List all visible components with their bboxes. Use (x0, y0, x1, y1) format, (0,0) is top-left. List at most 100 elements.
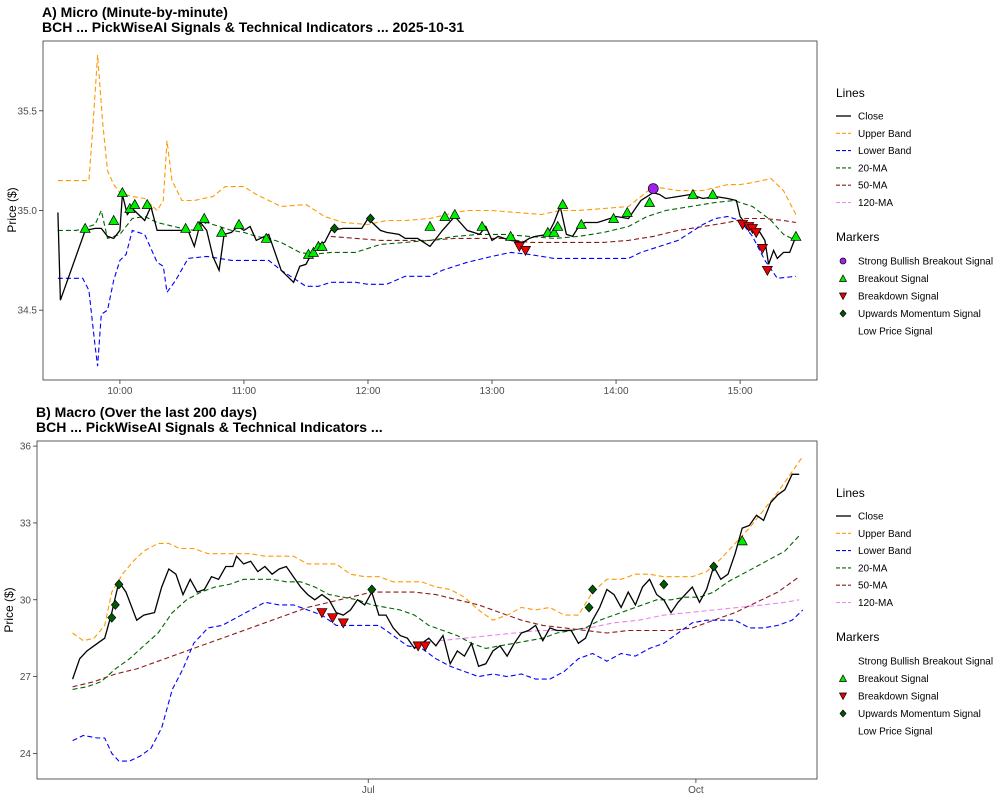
panel-b-legend-label-close: Close (858, 512, 884, 523)
panel-a-series-ma50-line (330, 217, 796, 243)
panel-b-momentum-marker (588, 584, 598, 595)
panel-b-y-tick-label: 30 (20, 595, 32, 606)
panel-a-legend-label-ma120: 120-MA (858, 198, 893, 209)
panel-a-breakout-marker (439, 210, 451, 221)
panel-a-breakout-marker (316, 240, 328, 251)
panel-b-breakdown-marker (419, 641, 431, 652)
panel-b-momentum-marker (110, 599, 120, 610)
panel-b-series-ma50-line (72, 576, 800, 688)
panel-b-series-ma120-line (439, 599, 800, 642)
panel-a-legend-lines-title: Lines (836, 86, 865, 100)
panel-a-momentum-marker (330, 223, 339, 234)
panel-b-momentum-marker (107, 612, 117, 623)
panel-a-breakout-marker (129, 198, 141, 209)
panel-a-x-tick-label: 14:00 (604, 386, 629, 397)
panel-a-breakout-marker (216, 226, 228, 237)
panel-b-breakdown-marker (316, 608, 328, 619)
panel-b-breakout-marker (736, 535, 748, 546)
panel-b-legend-label-ma50: 50-MA (858, 581, 888, 592)
panel-a-micro: A) Micro (Minute-by-minute) BCH ... Pick… (5, 4, 818, 397)
panel-b-legend-label-marker: Breakout Signal (858, 674, 929, 685)
panel-b-plot-area (36, 440, 818, 780)
panel-a-x-tick-label: 11:00 (232, 386, 257, 397)
panel-a-strong-marker (647, 183, 659, 194)
panel-a-series-close-line (57, 191, 797, 301)
panel-a-breakout-marker (116, 186, 128, 197)
panel-b-legend-key-momentum (839, 709, 847, 718)
panel-b-series-upper-line (72, 456, 804, 642)
panel-b-series-ma20-line (72, 535, 800, 690)
panel-a-breakout-marker (643, 196, 656, 207)
panel-a-breakout-marker (548, 226, 560, 237)
panel-b-legend-label-marker: Low Price Signal (858, 727, 932, 738)
panel-b-x-tick-label: Oct (688, 785, 704, 796)
panel-a-breakout-marker (707, 188, 719, 199)
panel-a-breakdown-marker (519, 246, 532, 257)
panel-a-legend-key-momentum (839, 309, 847, 318)
panel-b-legend-label-marker: Upwards Momentum Signal (858, 709, 981, 720)
panel-a-legend-label-ma50: 50-MA (858, 181, 888, 192)
panel-a-x-tick-label: 12:00 (355, 386, 380, 397)
panel-a-legend-label-marker: Strong Bullish Breakout Signal (858, 257, 993, 268)
panel-a-legend-key-breakout (838, 274, 848, 282)
panel-b-y-tick-label: 24 (20, 749, 32, 760)
panel-b-momentum-marker (114, 579, 124, 590)
panel-a-breakout-marker (260, 232, 272, 243)
panel-a-x-tick-label: 10:00 (107, 386, 132, 397)
panel-a-y-axis-label: Price ($) (5, 187, 19, 232)
panel-b-legend-markers-title: Markers (836, 630, 879, 644)
panel-a-breakout-marker (449, 208, 461, 219)
panel-a-y-tick-label: 35.5 (18, 106, 38, 117)
panel-a-legend-label-ma20: 20-MA (858, 163, 888, 174)
panel-a-legend-label-marker: Low Price Signal (858, 327, 932, 338)
panel-a-breakout-marker (307, 246, 319, 257)
panel-a-momentum-marker (365, 213, 375, 224)
panel-b-x-tick-label: Jul (362, 785, 375, 796)
panel-a-y-tick-label: 34.5 (18, 306, 38, 317)
panel-a-breakout-marker (108, 214, 120, 225)
panel-b-momentum-marker (584, 602, 594, 613)
panel-b-axes: Jul Oct 24 27 30 33 36 (20, 442, 704, 796)
panel-a-legend-key-strong (839, 257, 847, 265)
panel-a-y-tick-label: 35.0 (18, 206, 38, 217)
panel-a-breakdown-marker (750, 228, 762, 239)
panel-b-macro: B) Macro (Over the last 200 days) BCH ..… (2, 404, 818, 796)
panel-b-y-tick-label: 27 (20, 672, 32, 683)
panel-a-legend-label-lower: Lower Band (858, 146, 911, 157)
panel-a-title: A) Micro (Minute-by-minute) (42, 4, 228, 20)
panel-a-breakout-marker (180, 222, 192, 233)
panel-a-x-tick-label: 15:00 (728, 386, 753, 397)
panel-a-breakout-marker (192, 220, 204, 231)
panel-a-breakdown-marker (756, 244, 769, 255)
panel-b-y-tick-label: 36 (20, 442, 32, 453)
panel-a-legend-label-upper: Upper Band (858, 129, 911, 140)
panel-a-series-upper-line (57, 54, 797, 226)
panel-b-breakdown-marker (412, 641, 424, 652)
panel-a-breakout-marker (575, 218, 587, 229)
panel-b-subtitle: BCH ... PickWiseAI Signals & Technical I… (36, 419, 383, 435)
panel-a-plot-area (42, 40, 818, 381)
panel-b-series-close-line (71, 473, 800, 680)
panel-a-breakout-marker (552, 220, 564, 231)
panel-b-y-tick-label: 33 (20, 518, 32, 529)
panel-b-momentum-marker (367, 584, 377, 595)
panel-a-legend-markers-title: Markers (836, 230, 879, 244)
panel-a-breakout-marker (198, 212, 210, 223)
panel-a-legend-label-close: Close (858, 112, 884, 123)
panel-b-series-group (71, 456, 804, 762)
panel-a-legend-label-marker: Breakdown Signal (858, 292, 939, 303)
panel-a-series-ma20-line (57, 199, 797, 255)
panel-b-legend-label-marker: Strong Bullish Breakout Signal (858, 657, 993, 668)
panel-b-legend-label-ma20: 20-MA (858, 563, 888, 574)
panel-b-y-axis-label: Price ($) (2, 587, 16, 632)
panel-b-momentum-marker (659, 579, 669, 590)
panel-b-legend-label-ma120: 120-MA (858, 598, 893, 609)
panel-a-breakout-marker (557, 198, 569, 209)
panel-b-title: B) Macro (Over the last 200 days) (36, 404, 257, 420)
panel-a-legend: Lines Close Upper Band Lower Band 20-MA 50-MA… (836, 86, 993, 338)
panel-a-breakout-marker (79, 222, 91, 233)
panel-b-momentum-marker (709, 561, 719, 572)
panel-a-series-group (57, 54, 802, 367)
panel-a-breakout-marker (687, 188, 699, 199)
